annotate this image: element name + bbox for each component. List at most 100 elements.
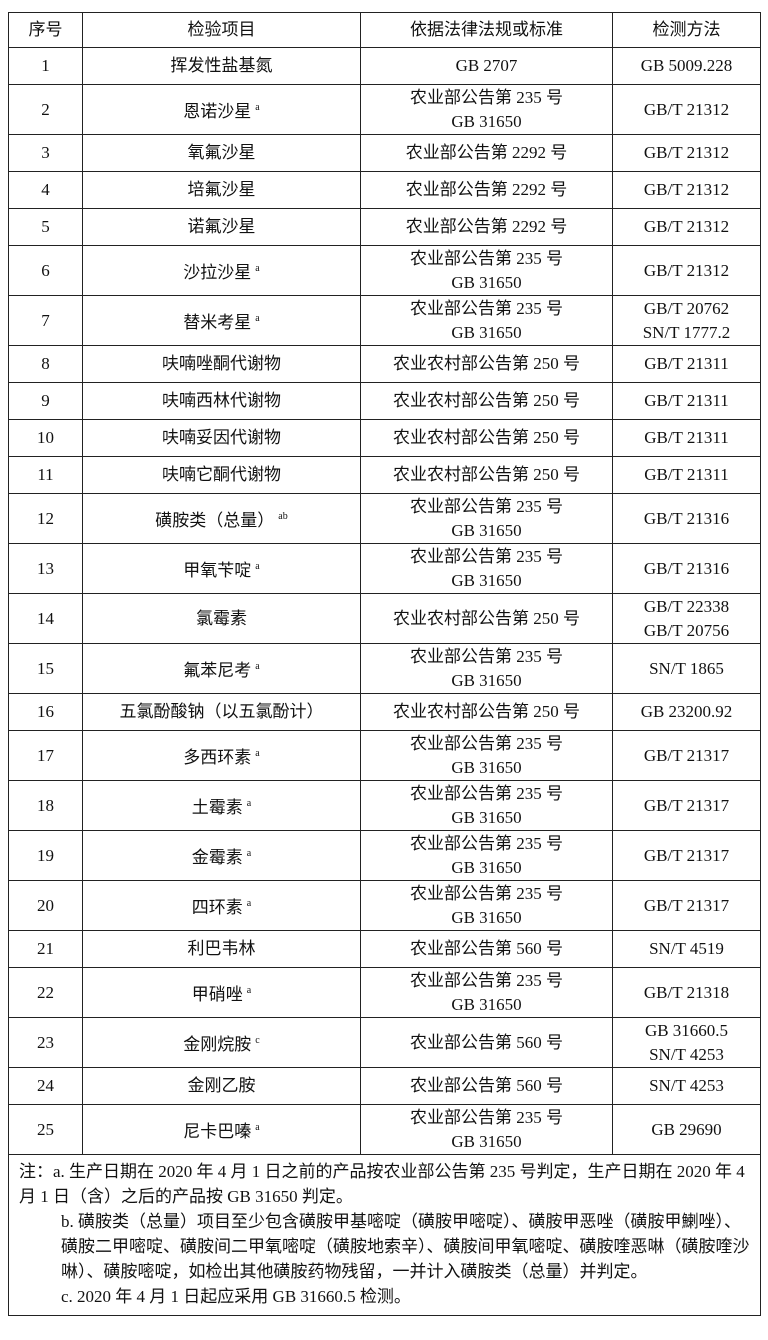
table-row: 10 呋喃妥因代谢物 农业农村部公告第 250 号 GB/T 21311 xyxy=(8,419,761,457)
cell-item: 氧氟沙星 xyxy=(82,134,361,172)
cell-method: GB/T 21317 xyxy=(612,880,761,931)
cell-method: GB/T 21311 xyxy=(612,419,761,457)
method-line: SN/T 1777.2 xyxy=(642,322,731,342)
cell-method: SN/T 4253 xyxy=(612,1067,761,1105)
footnote-mark: a xyxy=(246,847,252,859)
cell-method: GB 29690 xyxy=(612,1104,761,1155)
cell-method: GB/T 21317 xyxy=(612,830,761,881)
cell-item: 诺氟沙星 xyxy=(82,208,361,246)
cell-method: SN/T 4519 xyxy=(612,930,761,968)
cell-basis: GB 2707 xyxy=(360,47,613,85)
cell-no: 18 xyxy=(8,780,83,831)
basis-line: 农业部公告第 235 号 xyxy=(410,496,563,516)
cell-no: 23 xyxy=(8,1017,83,1068)
cell-item: 甲硝唑 a xyxy=(82,967,361,1018)
cell-item: 土霉素 a xyxy=(82,780,361,831)
cell-no: 20 xyxy=(8,880,83,931)
method-line: GB 5009.228 xyxy=(640,56,733,75)
method-line: GB/T 21312 xyxy=(643,260,730,280)
cell-basis: 农业部公告第 235 号 GB 31650 xyxy=(360,493,613,544)
basis-line: 农业部公告第 560 号 xyxy=(410,939,563,958)
cell-basis: 农业部公告第 2292 号 xyxy=(360,208,613,246)
table-row: 12 磺胺类（总量） ab 农业部公告第 235 号 GB 31650 GB/T 2131… xyxy=(8,493,761,544)
footnote-mark: a xyxy=(255,262,260,274)
basis-line: 农业部公告第 235 号 xyxy=(410,970,563,990)
cell-no: 17 xyxy=(8,730,83,781)
table-row: 8 呋喃唑酮代谢物 农业农村部公告第 250 号 GB/T 21311 xyxy=(8,345,761,383)
item-name: 甲氧苄啶 xyxy=(183,560,252,580)
table-row: 14 氯霉素 农业农村部公告第 250 号 GB/T 22338 GB/T 20756 xyxy=(8,593,761,644)
footnote-mark: a xyxy=(246,897,252,909)
item-name: 呋喃唑酮代谢物 xyxy=(162,354,281,373)
cell-item: 金刚乙胺 xyxy=(82,1067,361,1105)
cell-basis: 农业部公告第 560 号 xyxy=(360,1067,613,1105)
row-number: 15 xyxy=(37,658,54,678)
method-line: GB/T 21312 xyxy=(643,180,730,199)
cell-basis: 农业部公告第 235 号 GB 31650 xyxy=(360,967,613,1018)
cell-no: 13 xyxy=(8,543,83,594)
basis-line: GB 31650 xyxy=(451,807,522,827)
item-name: 尼卡巴嗪 xyxy=(183,1121,252,1141)
cell-basis: 农业部公告第 2292 号 xyxy=(360,134,613,172)
basis-line: GB 31650 xyxy=(451,994,522,1014)
cell-basis: 农业部公告第 235 号 GB 31650 xyxy=(360,780,613,831)
row-number: 14 xyxy=(37,608,54,628)
header-method: 检测方法 xyxy=(612,12,761,48)
item-name: 氯霉素 xyxy=(196,608,247,628)
footnote-mark: a xyxy=(246,984,252,996)
row-number: 2 xyxy=(41,99,50,119)
item-name: 培氟沙星 xyxy=(187,180,256,199)
basis-line: GB 2707 xyxy=(455,56,518,75)
cell-basis: 农业部公告第 235 号 GB 31650 xyxy=(360,295,613,346)
method-line: GB/T 21317 xyxy=(643,745,730,765)
basis-line: 农业部公告第 235 号 xyxy=(410,646,563,666)
basis-line: 农业部公告第 2292 号 xyxy=(405,180,568,199)
cell-no: 2 xyxy=(8,84,83,135)
cell-no: 9 xyxy=(8,382,83,420)
cell-no: 16 xyxy=(8,693,83,731)
table-row: 13 甲氧苄啶 a 农业部公告第 235 号 GB 31650 GB/T 21316 xyxy=(8,543,761,594)
item-name: 金刚乙胺 xyxy=(187,1076,256,1095)
cell-no: 25 xyxy=(8,1104,83,1155)
cell-no: 22 xyxy=(8,967,83,1018)
item-name: 沙拉沙星 xyxy=(183,262,252,282)
table-row: 7 替米考星 a 农业部公告第 235 号 GB 31650 GB/T 20762 SN/T… xyxy=(8,295,761,346)
basis-line: 农业农村部公告第 250 号 xyxy=(393,702,580,721)
cell-basis: 农业部公告第 235 号 GB 31650 xyxy=(360,1104,613,1155)
basis-line: 农业部公告第 235 号 xyxy=(410,783,563,803)
cell-no: 3 xyxy=(8,134,83,172)
basis-line: GB 31650 xyxy=(451,322,522,342)
cell-basis: 农业部公告第 235 号 GB 31650 xyxy=(360,643,613,694)
basis-line: GB 31650 xyxy=(451,272,522,292)
cell-basis: 农业农村部公告第 250 号 xyxy=(360,593,613,644)
cell-method: GB/T 21317 xyxy=(612,730,761,781)
item-name: 多西环素 xyxy=(183,747,252,767)
cell-item: 金刚烷胺 c xyxy=(82,1017,361,1068)
cell-method: GB/T 21312 xyxy=(612,171,761,209)
basis-line: 农业部公告第 235 号 xyxy=(410,733,563,753)
cell-no: 14 xyxy=(8,593,83,644)
row-number: 6 xyxy=(41,260,50,280)
row-number: 21 xyxy=(37,939,54,958)
row-number: 12 xyxy=(37,508,54,528)
item-name: 恩诺沙星 xyxy=(183,101,252,121)
cell-item: 呋喃它酮代谢物 xyxy=(82,456,361,494)
table-row: 20 四环素 a 农业部公告第 235 号 GB 31650 GB/T 21317 xyxy=(8,880,761,931)
table-row: 22 甲硝唑 a 农业部公告第 235 号 GB 31650 GB/T 21318 xyxy=(8,967,761,1018)
cell-item: 替米考星 a xyxy=(82,295,361,346)
basis-line: GB 31650 xyxy=(451,520,522,540)
cell-item: 氯霉素 xyxy=(82,593,361,644)
cell-item: 甲氧苄啶 a xyxy=(82,543,361,594)
item-name: 呋喃西林代谢物 xyxy=(162,391,281,410)
method-line: GB/T 22338 xyxy=(643,596,730,616)
row-number: 5 xyxy=(41,217,50,236)
cell-basis: 农业部公告第 235 号 GB 31650 xyxy=(360,730,613,781)
cell-no: 11 xyxy=(8,456,83,494)
basis-line: 农业农村部公告第 250 号 xyxy=(393,428,580,447)
item-name: 替米考星 xyxy=(183,312,252,332)
method-line: GB/T 21318 xyxy=(643,982,730,1002)
table-row: 3 氧氟沙星 农业部公告第 2292 号 GB/T 21312 xyxy=(8,134,761,172)
item-name: 甲硝唑 xyxy=(191,984,243,1004)
item-name: 挥发性盐基氮 xyxy=(170,56,273,75)
item-name: 磺胺类（总量） xyxy=(155,510,275,530)
